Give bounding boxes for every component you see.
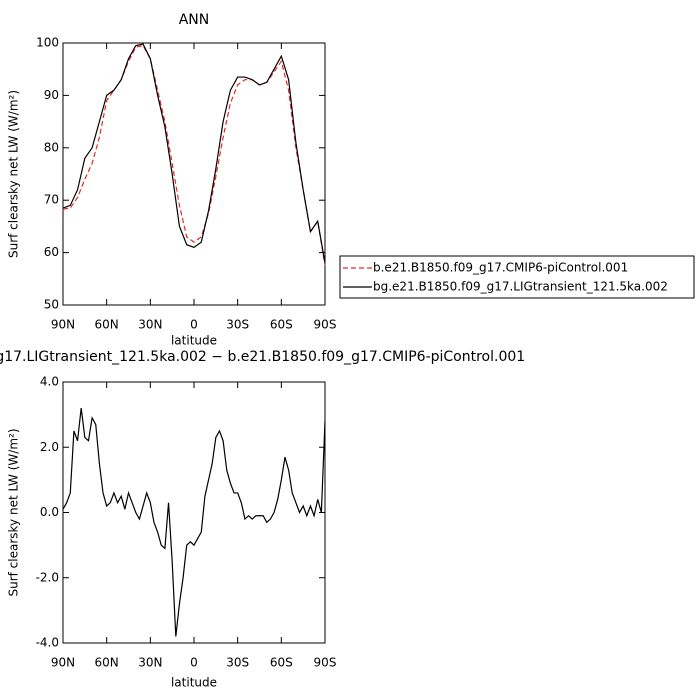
x-tick-label: 30S: [226, 318, 249, 332]
y-axis-label: Surf clearsky net LW (W/m²): [7, 428, 21, 596]
y-tick-label: 60: [44, 245, 59, 259]
x-tick-label: 60N: [95, 318, 119, 332]
y-axis-label: Surf clearsky net LW (W/m²): [7, 90, 21, 258]
x-tick-label: 60S: [270, 318, 293, 332]
legend-label: b.e21.B1850.f09_g17.CMIP6-piControl.001: [373, 261, 628, 275]
y-tick-label: 80: [44, 140, 59, 154]
data-line: [62, 44, 326, 266]
y-tick-label: 4.0: [40, 375, 59, 389]
x-tick-label: 90S: [314, 318, 337, 332]
x-tick-label: 30N: [138, 318, 162, 332]
data-line: [62, 43, 326, 264]
legend-box: [339, 255, 695, 299]
plot-frame: [62, 381, 326, 644]
y-tick-label: 50: [44, 298, 59, 312]
legend-label: bg.e21.B1850.f09_g17.LIGtransient_121.5k…: [373, 280, 668, 294]
x-tick-label: 90N: [51, 656, 75, 670]
y-tick-label: -2.0: [36, 570, 59, 584]
x-axis-label: latitude: [171, 676, 217, 690]
x-tick-label: 0: [190, 656, 198, 670]
x-tick-label: 0: [190, 318, 198, 332]
x-tick-label: 60S: [270, 656, 293, 670]
y-tick-label: 90: [44, 88, 59, 102]
x-tick-label: 30S: [226, 656, 249, 670]
x-tick-label: 30N: [138, 656, 162, 670]
plot-frame: [62, 42, 326, 306]
y-tick-label: 2.0: [40, 440, 59, 454]
x-tick-label: 60N: [95, 656, 119, 670]
y-tick-label: 0.0: [40, 505, 59, 519]
chart-title: bg.e21.B1850.f09_g17.LIGtransient_121.5k…: [0, 349, 525, 365]
y-tick-label: -4.0: [36, 636, 59, 650]
data-line: [62, 408, 326, 637]
chart-title: ANN: [179, 12, 210, 28]
x-tick-label: 90S: [314, 656, 337, 670]
x-tick-label: 90N: [51, 318, 75, 332]
y-tick-label: 100: [36, 36, 59, 50]
y-tick-label: 70: [44, 193, 59, 207]
x-axis-label: latitude: [171, 334, 217, 348]
